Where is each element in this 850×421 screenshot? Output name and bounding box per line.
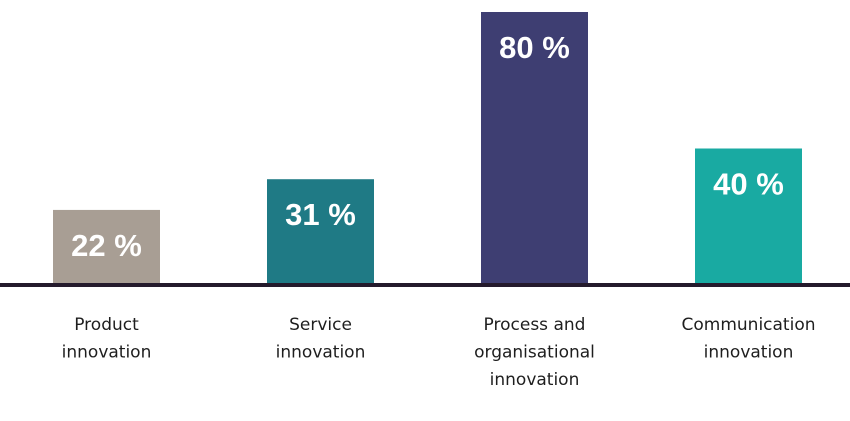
x-axis-line [0, 283, 850, 287]
bar-value-label-3: 80 % [499, 30, 570, 65]
bar-value-label-4: 40 % [713, 167, 784, 202]
bar-3 [481, 12, 588, 285]
bar-value-label-1: 22 % [71, 228, 142, 263]
category-label-3-line-3: innovation [490, 370, 580, 390]
bar-1 [53, 209, 160, 285]
category-label-2-line-1: Service [289, 315, 352, 335]
bar-4 [695, 148, 802, 285]
bar-value-label-2: 31 % [285, 197, 356, 232]
bar-2 [267, 179, 374, 285]
category-label-4-line-1: Communication [682, 315, 816, 335]
category-label-3-line-2: organisational [474, 343, 595, 363]
category-label-2-line-2: innovation [276, 343, 366, 363]
category-label-1-line-2: innovation [62, 343, 152, 363]
category-label-4-line-2: innovation [704, 343, 794, 363]
category-label-1-line-1: Product [74, 315, 139, 335]
category-label-3-line-1: Process and [484, 315, 586, 335]
